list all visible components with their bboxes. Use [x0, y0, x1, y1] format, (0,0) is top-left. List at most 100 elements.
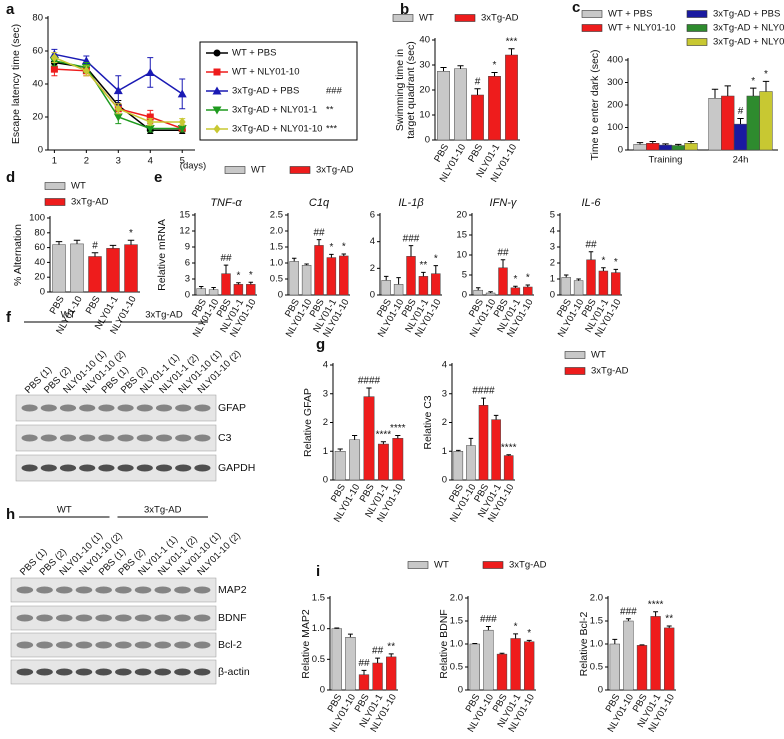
bar — [659, 145, 672, 150]
bar — [209, 290, 218, 295]
error-bar — [396, 278, 400, 285]
blot-band — [56, 642, 73, 649]
blot-band — [79, 465, 95, 472]
x-tick-label: 24h — [733, 155, 749, 166]
error-bar — [92, 253, 98, 257]
panel-label: g — [316, 336, 325, 353]
legend-label: 3xTg-AD + NLY01-10 — [713, 37, 784, 48]
blot-band — [17, 642, 34, 649]
y-tick-label: 10 — [456, 250, 467, 261]
legend-label: 3xTg-AD + NLY01-1 — [713, 23, 784, 34]
y-tick-label: 300 — [607, 77, 623, 88]
y-tick-label: 3 — [550, 242, 555, 253]
blot-band — [154, 669, 171, 676]
significance: ## — [585, 239, 597, 250]
y-tick-label: 80 — [32, 13, 43, 24]
legend-label: 3xTg-AD + NLY01-1 — [232, 105, 317, 116]
y-tick-label: 0 — [185, 290, 190, 301]
bar — [470, 644, 480, 690]
y-axis-label: Escape latency time (sec) — [10, 24, 22, 144]
blot-band — [174, 642, 191, 649]
blot-band — [118, 405, 134, 412]
blot-band — [56, 669, 73, 676]
bar — [587, 260, 596, 295]
blot-band — [76, 642, 93, 649]
bar — [562, 277, 571, 295]
y-tick-label: 0 — [425, 135, 430, 146]
y-tick-label: 0 — [323, 475, 328, 486]
blot-band — [194, 615, 211, 622]
blot-band — [95, 669, 112, 676]
blot-band — [174, 587, 191, 594]
chart-title: TNF-α — [210, 197, 242, 209]
bar — [378, 444, 388, 480]
significance: *** — [506, 36, 518, 47]
bar — [760, 92, 773, 151]
error-bar — [338, 449, 343, 451]
blot-band — [154, 615, 171, 622]
error-bar — [589, 252, 593, 260]
y-tick-label: 1.5 — [590, 616, 603, 627]
significance: * — [764, 69, 768, 80]
legend-swatch — [225, 167, 245, 174]
bar — [346, 637, 356, 690]
y-axis-label: Relative mRNA — [156, 219, 168, 291]
error-bar — [494, 415, 499, 419]
y-tick-label: 4 — [370, 236, 375, 247]
band-label: GAPDH — [218, 462, 255, 474]
significance: ## — [220, 253, 232, 264]
error-bar — [725, 86, 731, 96]
significance: * — [329, 242, 333, 253]
significance: * — [129, 228, 133, 239]
blot-band — [156, 465, 172, 472]
significance: **** — [501, 442, 517, 453]
y-tick-label: 1 — [550, 274, 555, 285]
bar — [504, 456, 513, 480]
blot-band — [154, 587, 171, 594]
bar — [234, 284, 243, 295]
legend-label: 3xTg-AD — [591, 366, 629, 377]
significance: **** — [390, 423, 406, 434]
legend-label: WT — [434, 560, 449, 571]
error-bar — [469, 438, 474, 445]
y-tick-label: 40 — [34, 257, 45, 268]
legend-significance: ### — [326, 86, 343, 97]
blot-band — [194, 405, 210, 412]
legend-label: WT + NLY01-10 — [232, 67, 300, 78]
significance: ** — [420, 260, 428, 271]
blot-band — [76, 587, 93, 594]
error-bar — [128, 240, 134, 244]
error-bar — [366, 388, 371, 397]
x-tick-label: 2 — [84, 156, 89, 167]
error-bar — [375, 658, 380, 663]
y-tick-label: 2.0 — [450, 593, 463, 604]
error-bar — [317, 240, 321, 246]
legend-label: WT — [71, 181, 86, 192]
blot-band — [156, 435, 172, 442]
bar — [484, 630, 494, 690]
error-bar — [653, 612, 658, 617]
error-bar — [381, 442, 386, 444]
y-tick-label: 15 — [456, 230, 467, 241]
blot-band — [36, 587, 53, 594]
legend-label: WT + NLY01-10 — [608, 23, 676, 34]
bar — [511, 288, 520, 295]
bar — [479, 405, 488, 480]
y-tick-label: 1.5 — [312, 593, 325, 604]
legend-swatch — [582, 11, 602, 18]
blot-band — [115, 615, 132, 622]
legend-swatch — [393, 15, 413, 22]
significance: * — [493, 60, 497, 71]
panel-label: h — [6, 506, 15, 523]
significance: ** — [387, 641, 395, 652]
legend-marker — [214, 50, 221, 57]
y-tick-label: 3 — [323, 388, 328, 399]
error-bar — [409, 246, 413, 257]
error-bar — [211, 288, 215, 290]
legend-label: 3xTg-AD + PBS — [713, 9, 780, 20]
legend-swatch — [483, 562, 503, 569]
y-tick-label: 1.0 — [270, 258, 283, 269]
chart-title: IFN-γ — [490, 197, 518, 209]
band-label: β-actin — [218, 666, 250, 678]
legend-swatch — [687, 25, 707, 32]
